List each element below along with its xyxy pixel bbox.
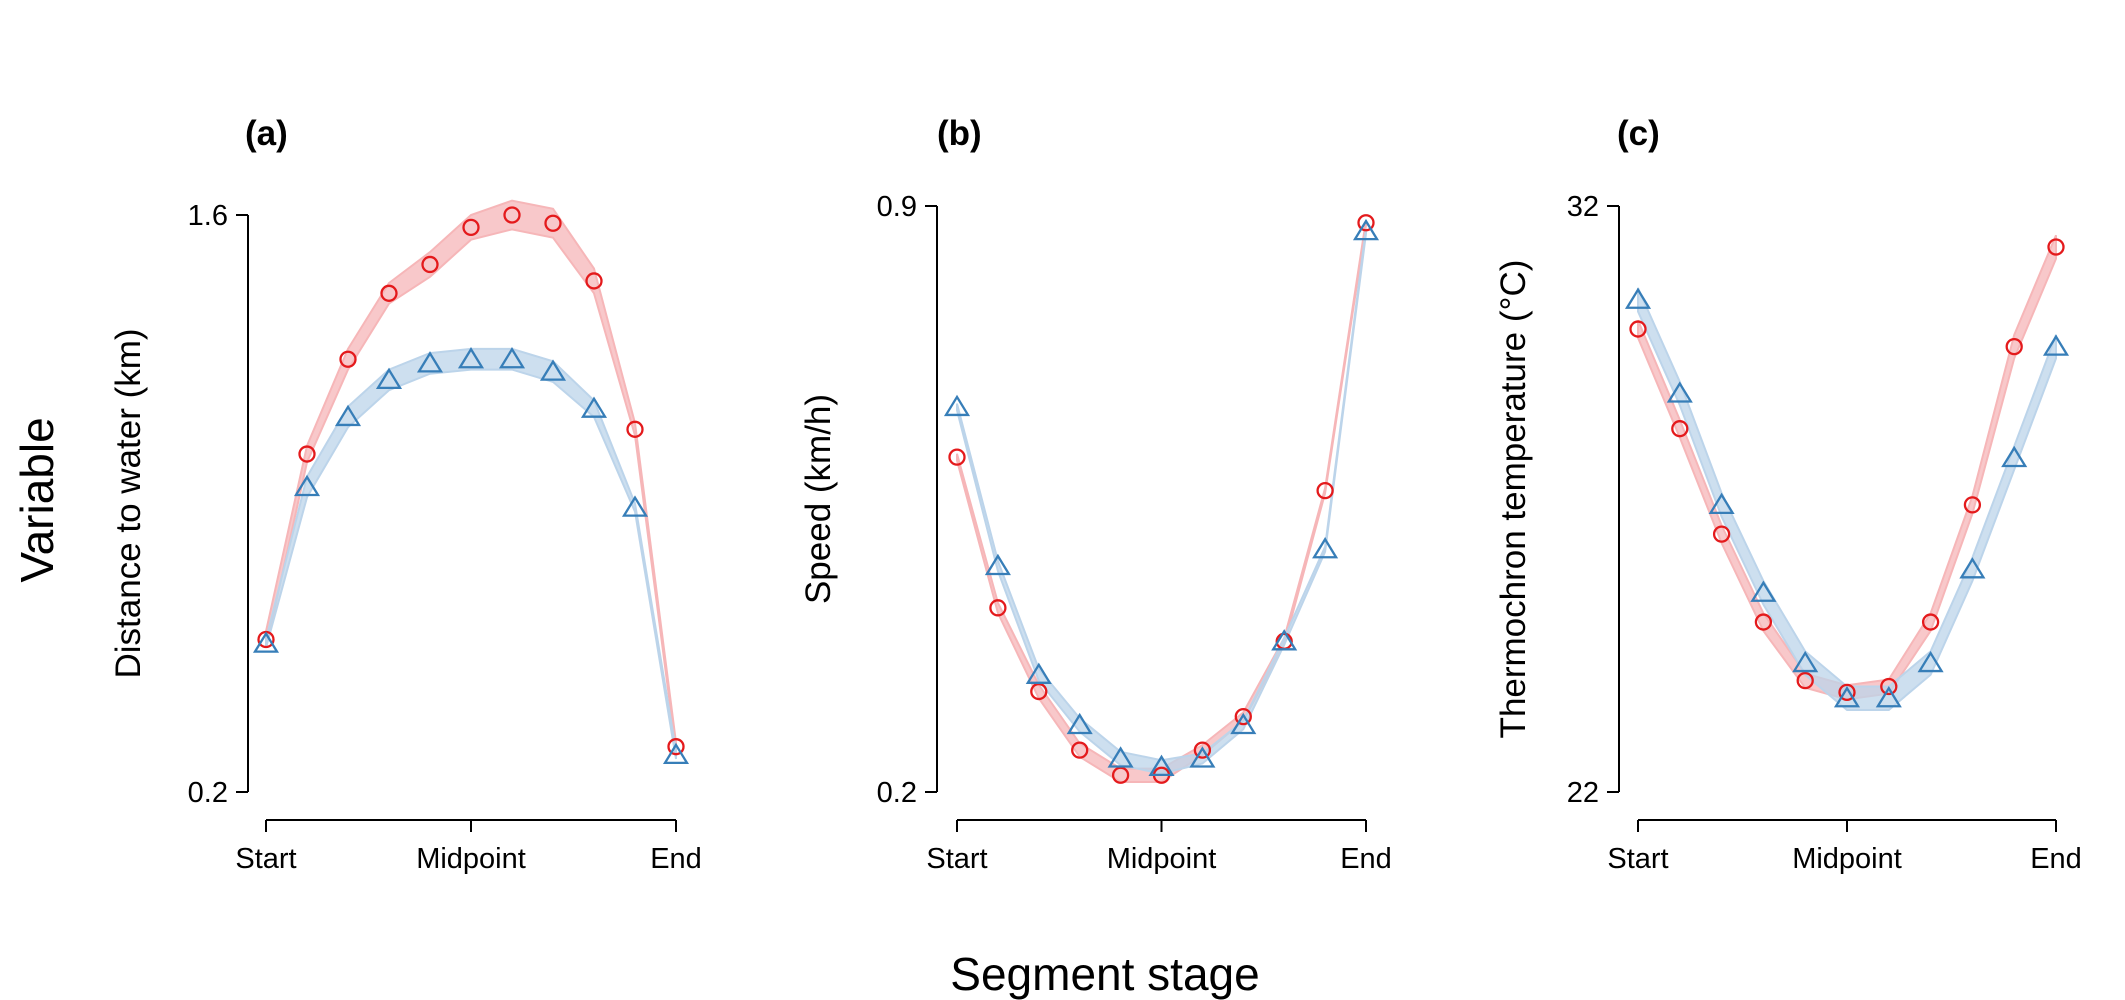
series-2-point: [539, 359, 567, 381]
series-1-point: [339, 350, 357, 368]
series-2-point: [1271, 629, 1298, 651]
x-tick-label: Midpoint: [416, 843, 526, 875]
y-tick-label: 0.2: [188, 777, 228, 809]
figure-ylabel: Variable: [11, 417, 63, 582]
y-tick-label: 0.9: [877, 191, 917, 223]
series-1-point: [2005, 337, 2023, 356]
series-2-point: [621, 495, 649, 517]
panel-c: (c) Thermochron temperature (°C) 22 32 Start…: [1494, 114, 2082, 875]
panel-label: (a): [245, 114, 288, 153]
series-1-point: [1030, 682, 1048, 701]
series-1-point: [1234, 708, 1252, 726]
series-2-point: [1959, 557, 1986, 579]
series-2-point: [1230, 712, 1257, 735]
series-2-point: [1189, 746, 1216, 768]
series-2-point: [1312, 537, 1339, 559]
series-1-point: [1921, 613, 1940, 631]
series-1-point: [626, 420, 644, 438]
x-tick-label: Start: [1607, 843, 1668, 875]
figure-xlabel: Segment stage: [950, 948, 1259, 1000]
series-1-point: [1671, 420, 1689, 438]
panel-b: (b) Speed (km/h) 0.2 0.9 Start Midpoint End: [799, 114, 1392, 875]
series-1-point: [1880, 677, 1898, 696]
series-2-point: [1624, 287, 1652, 309]
series-2-point: [293, 474, 321, 497]
series-1-point: [989, 599, 1007, 617]
series-1-point: [1071, 741, 1089, 759]
series-2-point: [457, 347, 485, 369]
series-1-point: [503, 206, 521, 224]
y-axis-title: Thermochron temperature (°C): [1494, 260, 1533, 739]
series-2-point: [1352, 218, 1380, 241]
series-2-point: [2042, 334, 2070, 356]
series-2-point: [1066, 712, 1093, 735]
series-1-point: [1796, 672, 1814, 690]
series-2-point: [1750, 580, 1777, 602]
series-1-band: [956, 220, 1367, 783]
series-2-point: [1833, 686, 1861, 708]
series-2-point: [1917, 650, 1944, 673]
series-2-point: [416, 351, 444, 373]
series-1-point: [380, 284, 398, 302]
y-tick-label: 32: [1567, 191, 1599, 223]
series-1-point: [1754, 613, 1773, 631]
series-1-point: [1111, 766, 1130, 784]
x-tick-label: End: [650, 843, 702, 875]
series-2-point: [2001, 445, 2028, 468]
series-2-point: [1025, 662, 1052, 684]
series-2-point: [1107, 746, 1134, 768]
series-2-point: [375, 367, 403, 390]
panel-label: (c): [1617, 114, 1660, 153]
series-2-band: [265, 347, 677, 760]
series-1-band: [265, 199, 677, 751]
series-1-point: [1193, 741, 1212, 759]
series-1-point: [1712, 525, 1731, 543]
y-tick-label: 0.2: [877, 777, 917, 809]
x-tick-label: End: [1340, 843, 1392, 875]
series-2-band: [1637, 287, 2057, 711]
series-1-point: [1629, 320, 1647, 338]
series-2-band: [956, 228, 1367, 775]
series-2-point: [252, 631, 280, 653]
x-tick-label: Start: [235, 843, 296, 875]
x-tick-label: Midpoint: [1107, 843, 1217, 875]
series-2-point: [1708, 492, 1735, 515]
series-2-point: [334, 404, 362, 427]
y-axis-title: Distance to water (km): [109, 328, 148, 678]
series-2-point: [1792, 650, 1819, 673]
panels: (a) Distance to water (km) 0.2 1.6 Start Midp…: [109, 114, 2082, 875]
series-1-point: [1963, 496, 1982, 514]
series-1-point: [462, 218, 480, 237]
series-2-point: [1666, 381, 1693, 403]
panel-a: (a) Distance to water (km) 0.2 1.6 Start Midp…: [109, 114, 702, 875]
y-axis-title: Speed (km/h): [799, 394, 838, 604]
series-1-point: [667, 738, 685, 756]
series-1-point: [948, 448, 966, 466]
series-1-point: [585, 272, 603, 290]
series-2-point: [580, 396, 608, 418]
series-1-point: [1357, 214, 1375, 232]
series-1-point: [544, 214, 562, 232]
series-1-point: [2047, 238, 2065, 256]
series-2-point: [1148, 754, 1175, 777]
series-1-point: [298, 445, 316, 463]
series-2-point: [498, 347, 526, 369]
y-tick-label: 1.6: [188, 200, 228, 232]
y-tick-label: 22: [1567, 777, 1599, 809]
series-2-point: [984, 553, 1011, 576]
panel-label: (b): [937, 114, 982, 153]
series-1-point: [1316, 481, 1334, 500]
x-tick-label: End: [2030, 843, 2082, 875]
x-tick-label: Midpoint: [1792, 843, 1902, 875]
series-1-point: [1838, 683, 1856, 702]
series-1-point: [421, 255, 439, 274]
series-2-point: [662, 742, 690, 765]
series-2-point: [1875, 686, 1902, 708]
series-2-point: [943, 394, 971, 417]
series-1-band: [1637, 234, 2057, 701]
x-tick-label: Start: [926, 843, 987, 875]
